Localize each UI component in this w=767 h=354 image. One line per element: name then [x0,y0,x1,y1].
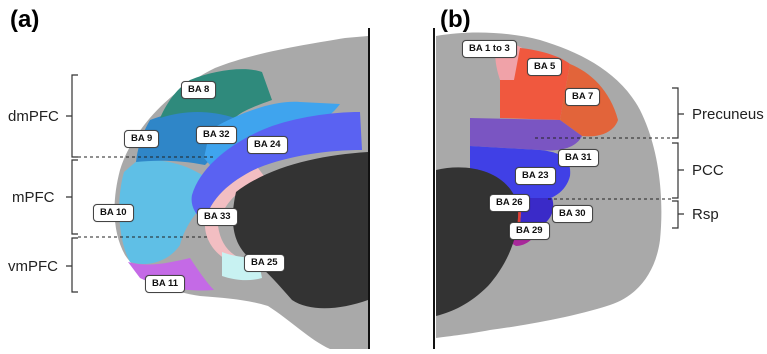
label-ba5: BA 5 [527,58,563,76]
label-ba31: BA 31 [558,149,599,167]
label-ba29: BA 29 [509,222,550,240]
region-label-mpfc: mPFC [12,189,55,206]
region-label-precuneus: Precuneus [692,106,764,123]
region-label-pcc: PCC [692,162,724,179]
bracket-vmpfc [66,237,78,293]
right-brackets [672,87,684,229]
bracket-dmpfc [66,74,78,158]
label-ba7: BA 7 [565,88,601,106]
left-brackets [66,74,78,293]
ba24-area [191,112,362,222]
region-label-rsp: Rsp [692,206,719,223]
bracket-precuneus [672,87,684,139]
label-ba23: BA 23 [515,167,556,185]
label-ba33: BA 33 [197,208,238,226]
panel-a-letter: (a) [10,6,40,33]
label-ba30: BA 30 [552,205,593,223]
panel-b-brain [436,32,662,339]
label-ba1-3: BA 1 to 3 [462,40,517,58]
bracket-mpfc [66,159,78,235]
label-ba32: BA 32 [196,126,237,144]
ba10-area [119,159,220,265]
panel-b-letter: (b) [440,6,471,33]
left-dashed-lines [78,156,215,238]
label-ba25: BA 25 [244,254,285,272]
label-ba10: BA 10 [93,204,134,222]
region-label-dmpfc: dmPFC [8,108,59,125]
label-ba9: BA 9 [124,130,160,148]
ba11-area [128,258,214,291]
panel-a-brain [114,36,368,349]
label-ba11: BA 11 [145,275,186,293]
label-ba26: BA 26 [489,194,530,212]
label-ba8: BA 8 [181,81,217,99]
bracket-rsp [672,200,684,229]
region-label-vmpfc: vmPFC [8,258,58,275]
bracket-pcc [672,142,684,199]
label-ba24: BA 24 [247,136,288,154]
ba31-area [470,118,582,151]
right-dashed-lines [535,137,672,200]
ba33-area [204,168,264,262]
